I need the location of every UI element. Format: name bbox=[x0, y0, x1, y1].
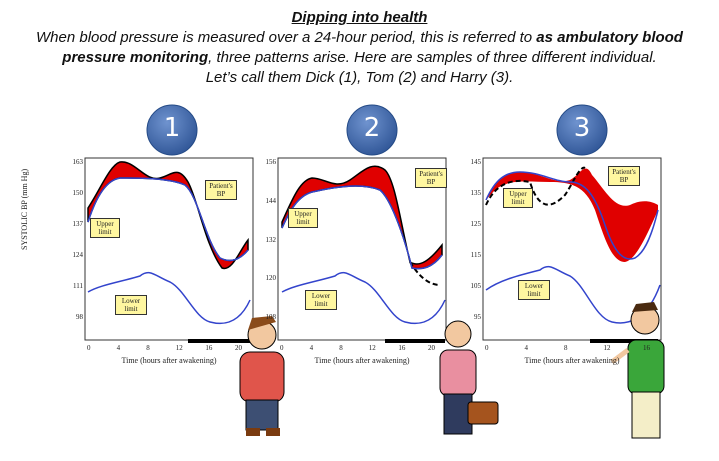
patient-dip bbox=[409, 261, 441, 286]
patient-line bbox=[485, 166, 586, 206]
y-tick-label: 115 bbox=[470, 251, 481, 259]
x-tick-label: 12 bbox=[603, 344, 611, 352]
panel-frame bbox=[84, 157, 254, 341]
x-tick-label: 12 bbox=[175, 344, 183, 352]
closing: Let’s call them Dick (1), Tom (2) and Ha… bbox=[205, 69, 514, 86]
x-axis-label: Time (hours after awakening) bbox=[121, 356, 217, 365]
y-tick-label: 108 bbox=[265, 313, 277, 321]
badge-number: 3 bbox=[573, 113, 591, 143]
cartoon-man bbox=[439, 320, 499, 435]
badge-number: 1 bbox=[163, 113, 181, 143]
x-tick-label: 0 bbox=[485, 344, 489, 352]
x-tick-label: 8 bbox=[339, 344, 343, 352]
upper-limit bbox=[87, 177, 249, 262]
x-tick-label: 0 bbox=[280, 344, 284, 352]
emphasis: as ambulatory blood bbox=[536, 29, 683, 46]
upper-label: Upper limit bbox=[288, 208, 318, 228]
badge bbox=[146, 104, 198, 156]
title: Dipping into health bbox=[291, 9, 428, 26]
x-tick-label: 0 bbox=[87, 344, 91, 352]
badge-number: 2 bbox=[363, 113, 381, 143]
cartoon-man bbox=[610, 302, 665, 439]
excess-area bbox=[486, 168, 658, 262]
patient-label: Patient's BP bbox=[415, 168, 447, 188]
excess-area bbox=[87, 161, 249, 270]
lower-limit bbox=[485, 265, 661, 324]
lower-label: Lower limit bbox=[115, 295, 147, 315]
x-tick-label: 4 bbox=[524, 344, 529, 352]
intro: When blood pressure is measured over a 2… bbox=[0, 28, 719, 68]
upper-label: Upper limit bbox=[503, 188, 533, 208]
badge bbox=[346, 104, 398, 156]
y-tick-label: 105 bbox=[470, 282, 482, 290]
y-tick-label: 156 bbox=[265, 158, 277, 166]
emphasis: pressure monitoring bbox=[62, 49, 209, 66]
y-tick-label: 144 bbox=[265, 196, 277, 205]
x-tick-label: 20 bbox=[235, 344, 242, 352]
x-tick-label: 12 bbox=[368, 344, 376, 352]
x-tick-label: 16 bbox=[398, 344, 406, 352]
y-tick-label: 135 bbox=[470, 189, 482, 197]
upper-label: Upper limit bbox=[90, 218, 120, 238]
lower-limit bbox=[281, 271, 446, 325]
y-tick-label: 163 bbox=[72, 158, 84, 166]
lower-label: Lower limit bbox=[518, 280, 550, 300]
x-tick-label: 4 bbox=[309, 344, 314, 352]
y-tick-label: 137 bbox=[72, 220, 84, 228]
x-tick-label: 16 bbox=[643, 344, 650, 352]
text: , three patterns arise. Here are samples… bbox=[208, 49, 657, 66]
y-tick-label: 145 bbox=[470, 158, 482, 166]
patient-label: Patient's BP bbox=[205, 180, 237, 200]
y-tick-label: 150 bbox=[72, 189, 84, 197]
upper-limit bbox=[485, 171, 659, 260]
panel-frame bbox=[277, 157, 447, 341]
cartoon-man bbox=[239, 316, 285, 436]
sleep-bar bbox=[385, 339, 445, 343]
lower-limit bbox=[87, 271, 251, 325]
y-tick-label: 95 bbox=[474, 313, 481, 321]
y-axis-label: SYSTOLIC BP (mm Hg) bbox=[20, 168, 29, 250]
upper-limit bbox=[281, 185, 443, 270]
x-tick-label: 20 bbox=[428, 344, 435, 352]
x-tick-label: 4 bbox=[116, 344, 121, 352]
x-axis-label: Time (hours after awakening) bbox=[524, 356, 620, 365]
text: When blood pressure is measured over a 2… bbox=[36, 29, 537, 46]
patient-label: Patient's BP bbox=[608, 166, 640, 186]
sleep-bar bbox=[188, 339, 250, 343]
y-tick-label: 120 bbox=[265, 274, 277, 283]
x-tick-label: 8 bbox=[146, 344, 150, 352]
y-tick-label: 132 bbox=[265, 235, 277, 244]
lower-label: Lower limit bbox=[305, 290, 337, 310]
badge bbox=[556, 104, 608, 156]
y-tick-label: 125 bbox=[470, 220, 482, 228]
y-tick-label: 111 bbox=[73, 282, 83, 290]
y-tick-label: 98 bbox=[76, 313, 83, 321]
panel-frame bbox=[482, 157, 662, 341]
x-axis-label: Time (hours after awakening) bbox=[314, 356, 410, 365]
x-tick-label: 8 bbox=[564, 344, 568, 352]
y-tick-label: 124 bbox=[72, 251, 84, 259]
sleep-bar bbox=[590, 339, 658, 343]
x-tick-label: 16 bbox=[205, 344, 213, 352]
